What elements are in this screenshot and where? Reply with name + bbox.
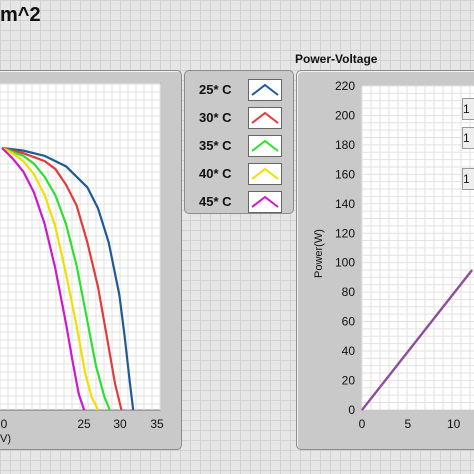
- y-axis-label: Power(W): [313, 229, 325, 278]
- legend-swatch-line: [251, 139, 279, 152]
- y-tick-label: 0: [348, 403, 355, 417]
- series-line: [1, 146, 123, 411]
- y-tick-label: 120: [335, 226, 355, 240]
- series-line: [1, 146, 111, 411]
- y-tick-label: 20: [342, 374, 356, 388]
- legend-item: 30* C: [185, 104, 293, 132]
- right-x-ticks: 0 5 10: [359, 417, 461, 431]
- series-line: [1, 146, 135, 411]
- legend-swatch-line: [251, 111, 279, 124]
- y-tick-label: 60: [342, 315, 356, 329]
- left-graph: 0 25 30 35 V): [0, 83, 164, 445]
- legend-item-swatch: [248, 107, 282, 129]
- x-tick-label: 35: [150, 417, 164, 431]
- legend-item-swatch: [248, 163, 282, 185]
- y-tick-label: 180: [335, 138, 355, 152]
- legend-swatch-line: [251, 83, 279, 96]
- x-tick-label: 25: [77, 417, 91, 431]
- series-line: [1, 147, 86, 411]
- legend: 25* C 30* C 35* C 40* C 45* C: [184, 70, 294, 214]
- legend-item: 40* C: [185, 160, 293, 188]
- series-line: [361, 269, 473, 411]
- right-series-group: [361, 269, 473, 411]
- legend-item: 25* C: [185, 76, 293, 104]
- value-indicator: 1: [462, 98, 474, 120]
- y-tick-label: 140: [335, 197, 355, 211]
- left-grid: [0, 83, 161, 410]
- legend-item: 35* C: [185, 132, 293, 160]
- left-series-group: [1, 146, 135, 411]
- x-tick-label: 0: [359, 417, 366, 431]
- legend-item-label: 25* C: [199, 82, 232, 97]
- window-title: m^2: [0, 4, 41, 26]
- y-tick-label: 80: [342, 285, 356, 299]
- legend-item: 45* C: [185, 188, 293, 216]
- x-tick-label: 5: [404, 417, 411, 431]
- legend-item-label: 35* C: [199, 138, 232, 153]
- value-indicator: 1: [462, 168, 474, 190]
- graph-title: Power-Voltage: [295, 52, 378, 66]
- y-tick-label: 200: [335, 108, 355, 122]
- legend-item-label: 30* C: [199, 110, 232, 125]
- right-y-ticks: 0 20 40 60 80 100 120 140 160 180 200 220: [335, 79, 355, 417]
- y-tick-label: 220: [335, 79, 355, 93]
- y-tick-label: 100: [335, 256, 355, 270]
- series-line: [1, 147, 99, 411]
- left-x-axis-label: V): [0, 433, 11, 445]
- legend-swatch-line: [251, 195, 279, 208]
- legend-item-label: 40* C: [199, 166, 232, 181]
- y-tick-label: 160: [335, 167, 355, 181]
- legend-swatch-line: [251, 167, 279, 180]
- value-indicator: 1: [462, 127, 474, 149]
- x-tick-label: 0: [1, 417, 8, 431]
- legend-item-label: 45* C: [199, 194, 232, 209]
- x-tick-label: 10: [447, 417, 461, 431]
- left-x-ticks: 0 25 30 35: [1, 417, 164, 431]
- x-tick-label: 30: [113, 417, 127, 431]
- legend-item-swatch: [248, 191, 282, 213]
- legend-item-swatch: [248, 135, 282, 157]
- legend-item-swatch: [248, 79, 282, 101]
- y-tick-label: 40: [342, 344, 356, 358]
